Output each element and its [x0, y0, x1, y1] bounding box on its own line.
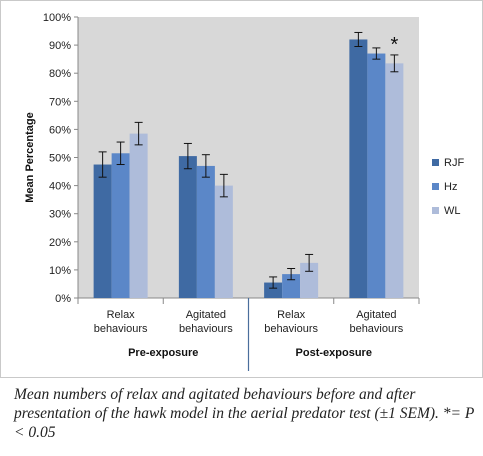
x-category-label: Agitated [186, 309, 226, 321]
x-category-label: behaviours [264, 323, 318, 335]
x-group-label: Post-exposure [296, 347, 372, 359]
bar-rjf [264, 282, 283, 298]
y-tick-label: 10% [49, 265, 71, 277]
x-category-label: behaviours [349, 323, 403, 335]
bar-rjf [349, 39, 368, 298]
bar-hz [282, 274, 301, 298]
figure-caption: Mean numbers of relax and agitated behav… [14, 386, 475, 441]
bar-wl [300, 262, 319, 298]
bar-hz [111, 153, 130, 298]
y-tick-label: 20% [49, 237, 71, 249]
legend-label-rjf: RJF [444, 157, 464, 169]
chart-frame: 0% 10% 20% 30% 40% 50% 60% 70% 80% 90% 100% Mean Pe… [0, 0, 483, 378]
significance-marker: * [390, 34, 398, 56]
bar-wl [214, 185, 233, 298]
y-tick-label: 40% [49, 181, 71, 193]
legend-swatch-hz [432, 183, 439, 190]
x-category-label: Relax [107, 309, 136, 321]
y-tick-label: 100% [43, 12, 71, 24]
x-category-label: Agitated [356, 309, 396, 321]
x-category-label: behaviours [179, 323, 233, 335]
y-tick-label: 90% [49, 40, 71, 52]
y-tick-label: 60% [49, 124, 71, 136]
bar-rjf [178, 156, 197, 298]
legend-swatch-rjf [432, 159, 439, 166]
bar-chart: 0% 10% 20% 30% 40% 50% 60% 70% 80% 90% 100% Mean Pe… [24, 12, 464, 371]
bar-wl [385, 63, 404, 298]
legend-label-hz: Hz [444, 181, 457, 193]
y-axis-title: Mean Percentage [24, 112, 36, 202]
bar-hz [196, 165, 215, 298]
bar-wl [129, 133, 148, 298]
y-tick-label: 0% [55, 293, 71, 305]
legend-swatch-wl [432, 207, 439, 214]
y-tick-label: 70% [49, 96, 71, 108]
x-group-label: Pre-exposure [128, 347, 198, 359]
y-tick-label: 50% [49, 153, 71, 165]
legend-label-wl: WL [444, 205, 461, 217]
x-category-label: Relax [277, 309, 306, 321]
bar-rjf [93, 164, 112, 298]
bar-hz [367, 53, 386, 298]
y-tick-label: 80% [49, 68, 71, 80]
x-category-label: behaviours [94, 323, 148, 335]
y-tick-label: 30% [49, 209, 71, 221]
